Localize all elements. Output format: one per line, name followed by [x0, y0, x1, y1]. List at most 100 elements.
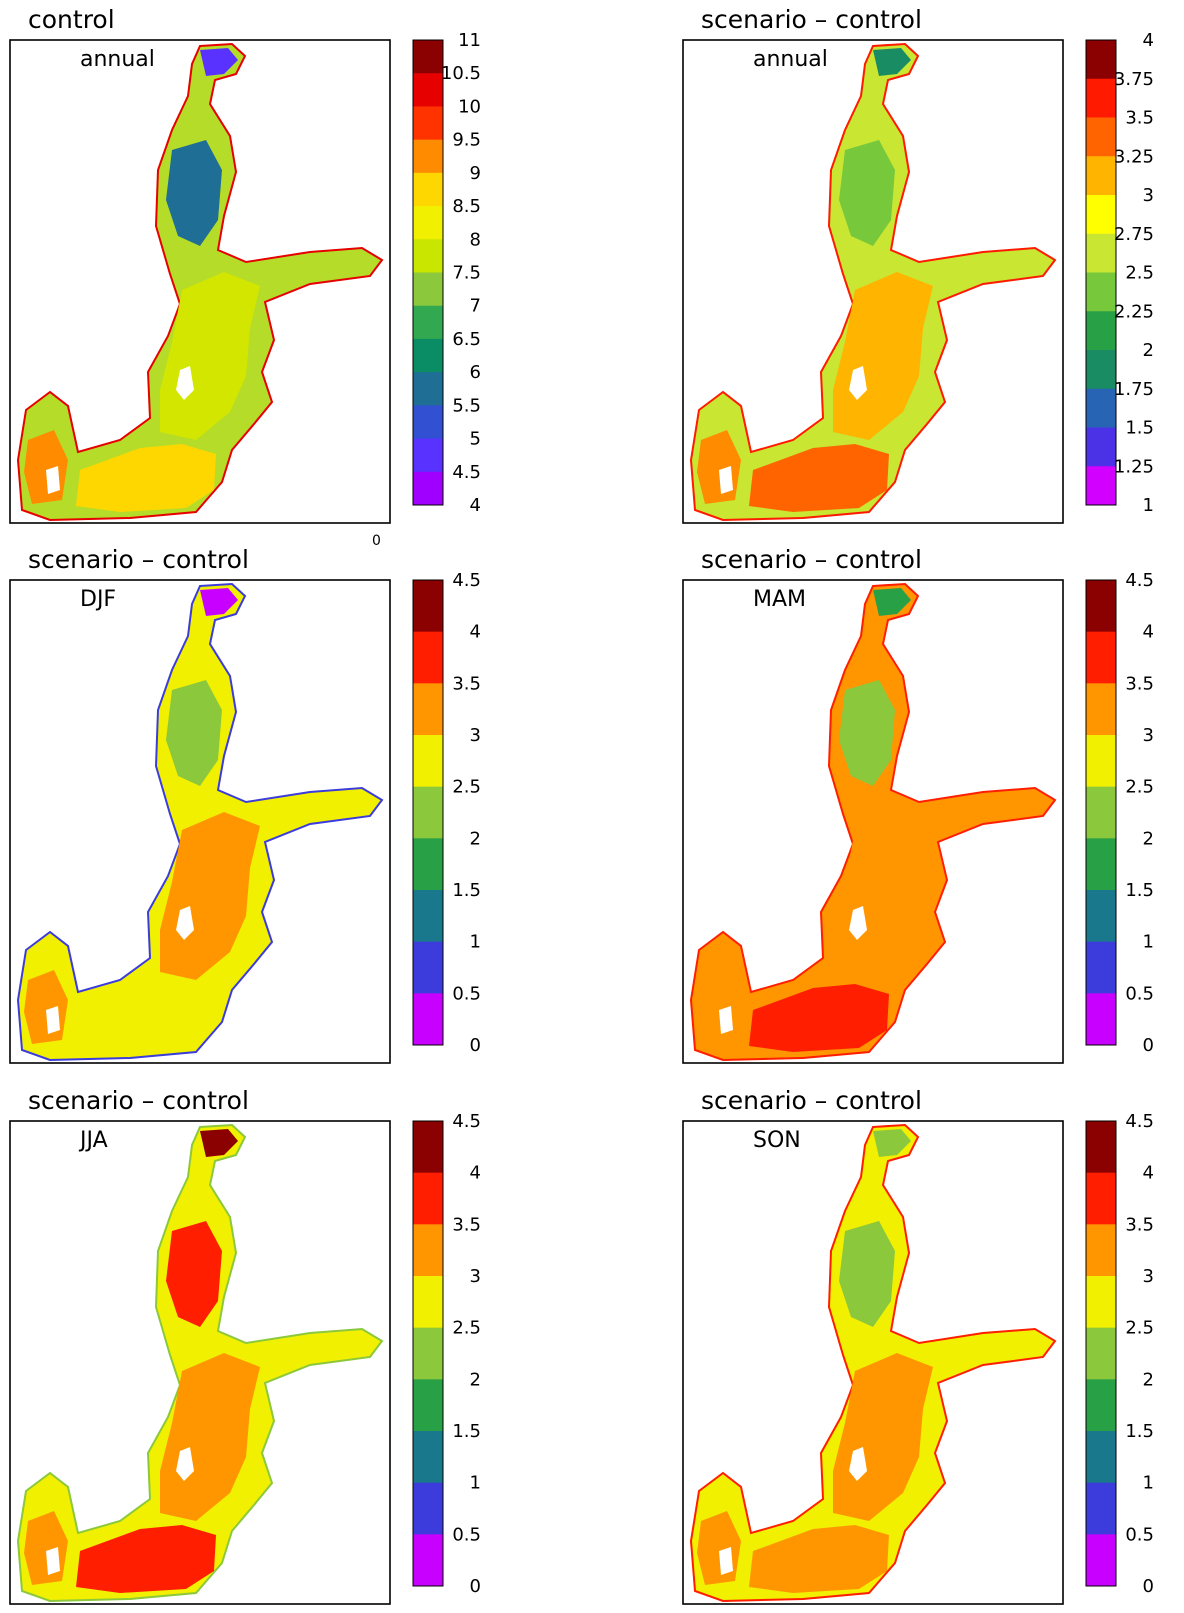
colorbar-segment	[1086, 838, 1116, 891]
colorbar: 4.5 4 3.5 3 2.5 2 1.5 1 0.5 0	[1085, 1111, 1154, 1597]
colorbar-tick-label: 3.75	[1114, 69, 1154, 90]
bothnian-bay	[873, 1129, 911, 1157]
colorbar-tick-label: 1.5	[1125, 880, 1154, 901]
colorbar-tick-label: 8.5	[452, 196, 481, 217]
map-field	[16, 1123, 384, 1603]
colorbar-tick-label: 1	[470, 932, 481, 953]
island	[46, 1547, 60, 1575]
colorbar-tick-label: 9.5	[452, 130, 481, 151]
sea-outline	[689, 582, 1057, 1062]
colorbar-segment	[1086, 1534, 1116, 1587]
colorbar-tick-label: 1	[1143, 932, 1154, 953]
colorbar-frame	[412, 1120, 444, 1587]
colorbar-tick-label: 2	[1143, 1369, 1154, 1390]
map-frame	[682, 1120, 1064, 1605]
colorbar-segment	[413, 40, 443, 74]
colorbar-tick-label: 9	[470, 163, 481, 184]
colorbar-tick-label: 4	[1143, 1163, 1154, 1184]
colorbar-segment	[1086, 735, 1116, 788]
colorbar-segment	[413, 172, 443, 207]
colorbar-segment	[413, 890, 443, 943]
colorbar-segment	[1086, 1327, 1116, 1380]
island	[719, 466, 733, 494]
colorbar-tick-label: 11	[458, 30, 481, 51]
panel-subtitle: DJF	[80, 587, 116, 612]
sea-outline	[689, 42, 1057, 522]
colorbar-tick-label: 2.5	[452, 1318, 481, 1339]
colorbar-segment	[413, 1172, 443, 1225]
colorbar-segment	[413, 683, 443, 736]
colorbar-segment	[1086, 1379, 1116, 1432]
colorbar-segment	[413, 1431, 443, 1484]
colorbar-segment	[1086, 786, 1116, 839]
colorbar-segment	[1086, 580, 1116, 633]
colorbar-segment	[413, 1534, 443, 1587]
colorbar-segment	[1086, 466, 1116, 506]
map-frame	[682, 39, 1064, 524]
colorbar-tick-label: 4	[470, 495, 481, 516]
colorbar-tick-label: 10	[458, 96, 481, 117]
colorbar-tick-label: 2.5	[1125, 1318, 1154, 1339]
bothnian-sea	[839, 140, 895, 246]
colorbar-segment	[1086, 1224, 1116, 1277]
colorbar-tick-label: 2	[1143, 340, 1154, 361]
colorbar-tick-label: 2.75	[1114, 224, 1154, 245]
panel-diff-djf: scenario – control DJF 4.5 4 3.5 3 2.5 2 1.5 1 0.5…	[9, 545, 481, 1064]
colorbar-tick-label: 2	[470, 828, 481, 849]
panel-control-annual: control annual 11 10.5 10 9.5 9 8.5 8 7.5 7 6.5 6 5.5…	[9, 5, 481, 524]
colorbar-tick-label: 0	[1143, 1035, 1154, 1056]
panel-subtitle: SON	[753, 1128, 801, 1153]
colorbar-segment	[1086, 683, 1116, 736]
colorbar: 4.5 4 3.5 3 2.5 2 1.5 1 0.5 0	[412, 1111, 481, 1597]
colorbar-segment	[1086, 156, 1116, 196]
colorbar-segment	[413, 941, 443, 994]
colorbar-tick-label: 3.5	[1125, 673, 1154, 694]
colorbar-segment	[413, 631, 443, 684]
colorbar-tick-label: 1	[1143, 495, 1154, 516]
bothnian-bay	[200, 588, 238, 616]
colorbar-tick-label: 10.5	[441, 63, 481, 84]
colorbar: 11 10.5 10 9.5 9 8.5 8 7.5 7 6.5 6 5.5 5 4.5 4	[412, 30, 481, 516]
panel-subtitle: annual	[753, 47, 828, 72]
colorbar-segment	[1086, 272, 1116, 312]
colorbar-tick-label: 0.5	[452, 1524, 481, 1545]
colorbar-segment	[1086, 40, 1116, 80]
colorbar-tick-label: 3.5	[452, 1214, 481, 1235]
colorbar-tick-label: 7	[470, 296, 481, 317]
bothnian-sea	[839, 680, 895, 786]
colorbar-segment	[413, 139, 443, 174]
panel-title: scenario – control	[701, 5, 922, 34]
colorbar-segment	[413, 471, 443, 506]
island	[719, 1006, 733, 1034]
colorbar-tick-label: 3	[470, 1266, 481, 1287]
map-field	[689, 582, 1057, 1062]
map-field	[689, 42, 1057, 522]
colorbar-tick-label: 4.5	[452, 462, 481, 483]
colorbar-tick-label: 0.5	[1125, 983, 1154, 1004]
southern-basin	[749, 444, 889, 512]
colorbar-tick-label: 3.25	[1114, 146, 1154, 167]
panel-title: scenario – control	[28, 545, 249, 574]
colorbar-segment	[1086, 1121, 1116, 1174]
panel-title: scenario – control	[701, 1086, 922, 1115]
colorbar-tick-label: 4	[1143, 30, 1154, 51]
colorbar-tick-label: 3	[470, 725, 481, 746]
colorbar-segment	[413, 106, 443, 141]
island	[176, 906, 194, 940]
panel-diff-jja: scenario – control JJA 4.5 4 3.5 3 2.5 2 1.5 1 0.5…	[9, 1086, 481, 1605]
map-frame	[682, 579, 1064, 1064]
colorbar-segment	[413, 239, 443, 273]
colorbar-segment	[413, 1482, 443, 1535]
colorbar-segment	[413, 272, 443, 307]
bothnian-bay	[873, 588, 911, 616]
colorbar-tick-label: 4	[470, 622, 481, 643]
colorbar-segment	[413, 405, 443, 440]
map-field	[16, 582, 384, 1062]
colorbar: 4.5 4 3.5 3 2.5 2 1.5 1 0.5 0	[412, 570, 481, 1056]
bothnian-bay	[873, 48, 911, 76]
colorbar-segment	[1086, 195, 1116, 235]
colorbar-tick-label: 3	[1143, 1266, 1154, 1287]
colorbar-tick-label: 4.5	[452, 570, 481, 591]
island	[176, 1447, 194, 1481]
panel-title: control	[28, 5, 115, 34]
